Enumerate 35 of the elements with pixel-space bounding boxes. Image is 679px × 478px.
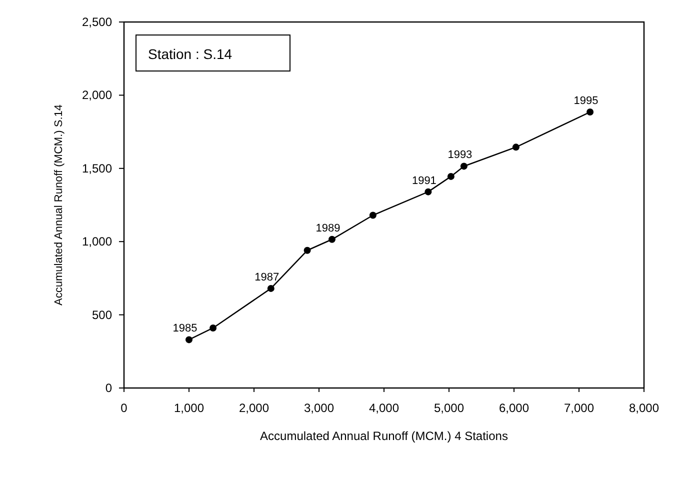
y-tick-label: 2,000 xyxy=(82,88,112,102)
x-tick-label: 3,000 xyxy=(304,401,334,415)
x-tick-label: 1,000 xyxy=(174,401,204,415)
point xyxy=(328,236,336,243)
x-axis-title: Accumulated Annual Runoff (MCM.) 4 Stations xyxy=(260,429,508,443)
point xyxy=(512,144,520,151)
x-tick-label: 5,000 xyxy=(434,401,464,415)
x-tick-label: 0 xyxy=(120,401,128,415)
point xyxy=(424,188,432,196)
x-tick-label: 6,000 xyxy=(498,401,530,415)
annotation: 1987 xyxy=(254,271,280,284)
y-tick-label: 1,500 xyxy=(82,161,112,176)
x-tick-label: 7,000 xyxy=(564,401,594,415)
annotation: 1991 xyxy=(412,174,436,187)
x-tick-label: 8,000 xyxy=(628,401,660,415)
annotation: 1985 xyxy=(172,322,198,335)
point xyxy=(304,246,311,254)
y-axis-title: Accumulated Annual Runoff (MCM.) S.14 xyxy=(53,104,65,306)
annotation: 1989 xyxy=(316,222,340,234)
annotation: Station : S.14 xyxy=(148,46,232,62)
point xyxy=(447,172,454,180)
y-tick-label: 2,500 xyxy=(82,15,112,29)
y-tick-label: 0 xyxy=(105,381,112,395)
point xyxy=(186,336,192,344)
annotation: 1995 xyxy=(574,95,598,108)
point xyxy=(369,212,376,219)
x-tick-label: 4,000 xyxy=(368,401,400,415)
y-tick-label: 1,000 xyxy=(82,234,112,249)
point xyxy=(460,162,468,170)
point xyxy=(586,108,594,116)
x-tick-label: 2,000 xyxy=(238,401,270,415)
y-tick-label: 500 xyxy=(92,308,112,322)
point xyxy=(267,284,274,292)
annotation: 1993 xyxy=(448,149,472,162)
point xyxy=(210,324,217,332)
